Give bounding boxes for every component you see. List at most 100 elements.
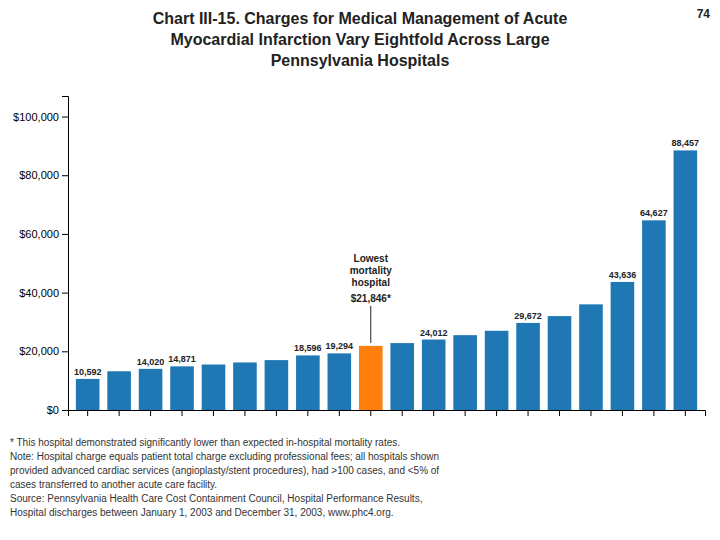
x-tick [685,410,686,416]
x-tick-mark [87,410,88,416]
y-tick-label: $0 [47,404,59,416]
x-tick-mark [339,410,340,416]
x-tick-mark [244,410,245,416]
footnote: provided advanced cardiac services (angi… [10,465,439,476]
y-tick: $40,000 [19,287,68,299]
footnote: cases transferred to another acute care … [10,479,217,490]
bar [516,323,540,410]
x-tick-mark [528,410,529,416]
chart-title: Chart III-15. Charges for Medical Manage… [153,10,568,27]
data-label: 19,294 [326,341,354,351]
bar [139,369,163,410]
x-tick [370,410,371,416]
x-tick-mark [685,410,686,416]
bar [76,379,100,410]
y-tick-label: $100,000 [13,111,59,123]
data-label: 14,020 [137,357,165,367]
page-number: 74 [697,7,711,21]
y-tick-mark [62,351,68,352]
annotation-line-text: Lowest [354,253,389,264]
data-labels: 10,59214,02014,87118,59619,29424,01229,6… [74,138,699,377]
bar [453,335,477,410]
x-tick [433,410,434,416]
bar [359,346,383,410]
bar [390,343,414,410]
y-tick-mark [62,234,68,235]
x-tick [213,410,214,416]
x-tick [87,410,88,416]
chart-title: Myocardial Infarction Vary Eightfold Acr… [170,31,549,48]
y-tick-mark [62,175,68,176]
x-axis [69,410,706,416]
x-tick-mark [276,410,277,416]
y-tick-mark [62,117,68,118]
bar [548,316,572,410]
annotation: Lowestmortalityhospital [350,253,393,288]
data-label: 24,012 [420,328,448,338]
data-label: 88,457 [672,138,700,148]
x-tick [528,410,529,416]
chart-title: Pennsylvania Hospitals [271,52,450,69]
annotation-line-text: $21,846* [351,293,391,304]
x-tick [276,410,277,416]
y-tick: $0 [47,404,68,416]
y-tick: $100,000 [13,111,68,123]
footnotes: * This hospital demonstrated significant… [10,437,439,518]
y-tick-label: $80,000 [19,169,59,181]
x-tick [307,410,308,416]
x-tick [559,410,560,416]
data-label: 43,636 [609,270,637,280]
bar [296,355,320,410]
bar [328,353,352,410]
footnote: Source: Pennsylvania Health Care Cost Co… [10,493,422,504]
bar [202,365,226,410]
footnote: Note: Hospital charge equals patient tot… [10,451,439,462]
bar [233,362,257,410]
x-tick-mark [559,410,560,416]
y-tick-label: $20,000 [19,345,59,357]
data-label: 10,592 [74,367,102,377]
x-tick [465,410,466,416]
x-tick [339,410,340,416]
bar [170,366,194,410]
chart-svg: Chart III-15. Charges for Medical Manage… [0,0,720,540]
x-tick-mark [150,410,151,416]
bars [76,150,697,410]
data-label: 64,627 [640,208,668,218]
x-tick [496,410,497,416]
y-tick: $80,000 [19,169,68,181]
annotation-line-text: mortality [350,265,393,276]
data-label: 14,871 [168,354,196,364]
x-tick [244,410,245,416]
annotation-line [370,306,371,343]
data-label: 29,672 [514,311,542,321]
bar [642,220,666,410]
y-tick-label: $40,000 [19,287,59,299]
x-tick-mark [182,410,183,416]
x-tick-mark [496,410,497,416]
bar [611,282,635,410]
x-tick-mark [622,410,623,416]
y-tick-mark [62,410,68,411]
x-tick-mark [402,410,403,416]
x-tick [653,410,654,416]
bar [579,304,603,410]
y-axis-line [62,97,69,411]
x-tick [402,410,403,416]
x-tick-mark [653,410,654,416]
y-tick: $60,000 [19,228,68,240]
x-axis-line [69,411,706,417]
x-tick-mark [433,410,434,416]
y-tick-label: $60,000 [19,228,59,240]
bar [107,371,131,410]
y-tick: $20,000 [19,345,68,357]
plot-area: $0 $20,000 $40,000 $60,000 $80,000 $100,000 10… [13,97,705,417]
x-tick-mark [119,410,120,416]
x-tick [119,410,120,416]
bar [265,360,289,410]
x-tick-mark [213,410,214,416]
bar [485,331,509,410]
y-tick-mark [62,293,68,294]
x-tick [590,410,591,416]
annotation: $21,846* [351,293,391,304]
